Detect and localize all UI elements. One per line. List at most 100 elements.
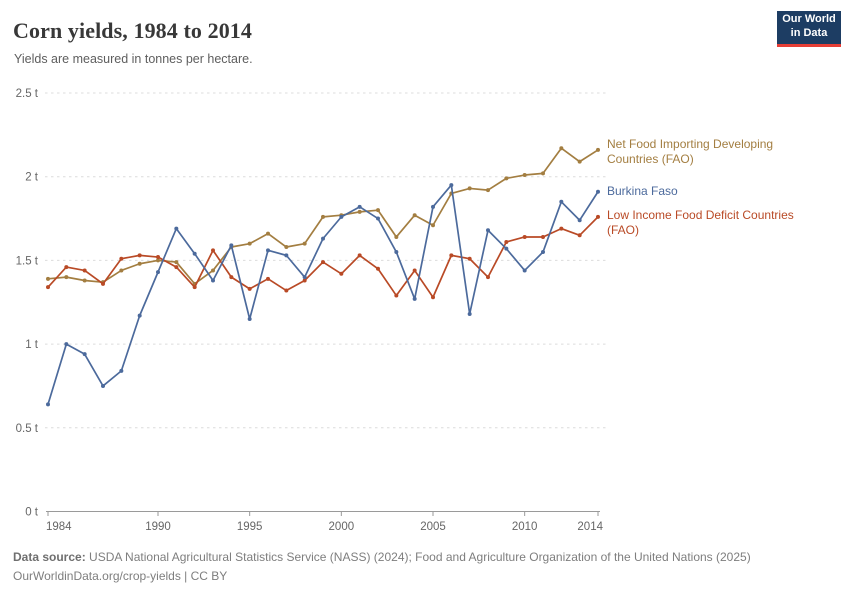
series-point-burkina-faso[interactable] bbox=[577, 218, 582, 223]
series-point-low-income-food-deficit-countries-fao[interactable] bbox=[119, 256, 124, 261]
series-point-low-income-food-deficit-countries-fao[interactable] bbox=[376, 266, 380, 271]
series-point-net-food-importing-developing-countries-fao[interactable] bbox=[486, 188, 490, 193]
series-point-burkina-faso[interactable] bbox=[137, 313, 142, 318]
series-point-net-food-importing-developing-countries-fao[interactable] bbox=[321, 214, 325, 219]
series-point-burkina-faso[interactable] bbox=[357, 204, 362, 209]
series-point-burkina-faso[interactable] bbox=[247, 316, 252, 321]
owid-logo[interactable]: Our World in Data bbox=[777, 11, 841, 47]
series-point-burkina-faso[interactable] bbox=[596, 189, 600, 194]
series-point-net-food-importing-developing-countries-fao[interactable] bbox=[211, 268, 215, 273]
series-point-burkina-faso[interactable] bbox=[284, 253, 289, 258]
dataset-link[interactable]: OurWorldinData.org/crop-yields bbox=[13, 568, 181, 583]
x-axis-tick-label: 1984 bbox=[46, 521, 72, 533]
series-point-low-income-food-deficit-countries-fao[interactable] bbox=[357, 253, 362, 258]
series-point-net-food-importing-developing-countries-fao[interactable] bbox=[247, 241, 252, 246]
series-point-burkina-faso[interactable] bbox=[266, 248, 270, 253]
series-point-low-income-food-deficit-countries-fao[interactable] bbox=[412, 268, 417, 273]
series-point-burkina-faso[interactable] bbox=[302, 275, 307, 280]
series-point-burkina-faso[interactable] bbox=[541, 250, 545, 255]
series-point-burkina-faso[interactable] bbox=[504, 246, 509, 251]
series-point-burkina-faso[interactable] bbox=[522, 268, 527, 273]
series-point-low-income-food-deficit-countries-fao[interactable] bbox=[192, 285, 197, 290]
series-point-low-income-food-deficit-countries-fao[interactable] bbox=[596, 214, 600, 219]
series-point-net-food-importing-developing-countries-fao[interactable] bbox=[431, 223, 435, 228]
series-point-low-income-food-deficit-countries-fao[interactable] bbox=[541, 234, 545, 239]
series-point-net-food-importing-developing-countries-fao[interactable] bbox=[412, 213, 417, 218]
series-point-low-income-food-deficit-countries-fao[interactable] bbox=[211, 248, 215, 253]
series-point-net-food-importing-developing-countries-fao[interactable] bbox=[357, 209, 362, 214]
series-point-burkina-faso[interactable] bbox=[174, 226, 179, 231]
chart-subtitle: Yields are measured in tonnes per hectar… bbox=[14, 52, 253, 66]
series-point-burkina-faso[interactable] bbox=[394, 250, 399, 255]
series-point-net-food-importing-developing-countries-fao[interactable] bbox=[284, 245, 289, 250]
series-point-burkina-faso[interactable] bbox=[101, 383, 105, 388]
series-point-net-food-importing-developing-countries-fao[interactable] bbox=[467, 186, 472, 191]
series-point-burkina-faso[interactable] bbox=[467, 311, 472, 316]
series-point-burkina-faso[interactable] bbox=[559, 199, 564, 204]
series-point-burkina-faso[interactable] bbox=[229, 243, 234, 248]
series-point-low-income-food-deficit-countries-fao[interactable] bbox=[339, 271, 344, 276]
series-point-burkina-faso[interactable] bbox=[64, 342, 69, 347]
series-point-burkina-faso[interactable] bbox=[46, 402, 50, 407]
series-point-low-income-food-deficit-countries-fao[interactable] bbox=[284, 288, 289, 293]
series-point-low-income-food-deficit-countries-fao[interactable] bbox=[321, 260, 325, 265]
license-link[interactable]: CC BY bbox=[190, 568, 228, 583]
series-point-low-income-food-deficit-countries-fao[interactable] bbox=[431, 295, 435, 300]
series-point-burkina-faso[interactable] bbox=[211, 278, 215, 283]
series-point-low-income-food-deficit-countries-fao[interactable] bbox=[522, 234, 527, 239]
series-point-burkina-faso[interactable] bbox=[431, 204, 435, 209]
series-point-low-income-food-deficit-countries-fao[interactable] bbox=[174, 265, 179, 270]
series-label-low-income-food-deficit-countries-fao[interactable]: Low Income Food Deficit Countries (FAO) bbox=[607, 208, 794, 237]
series-point-burkina-faso[interactable] bbox=[339, 214, 344, 219]
series-point-net-food-importing-developing-countries-fao[interactable] bbox=[559, 146, 564, 151]
series-point-burkina-faso[interactable] bbox=[192, 251, 197, 256]
series-point-net-food-importing-developing-countries-fao[interactable] bbox=[266, 231, 270, 236]
series-point-burkina-faso[interactable] bbox=[449, 183, 454, 188]
series-point-net-food-importing-developing-countries-fao[interactable] bbox=[156, 258, 160, 263]
series-point-low-income-food-deficit-countries-fao[interactable] bbox=[577, 233, 582, 238]
series-point-burkina-faso[interactable] bbox=[412, 296, 417, 301]
series-label-net-food-importing-developing-countries-fao[interactable]: Net Food Importing Developing Countries (… bbox=[607, 137, 773, 166]
series-point-net-food-importing-developing-countries-fao[interactable] bbox=[577, 159, 582, 164]
series-point-burkina-faso[interactable] bbox=[321, 236, 325, 241]
series-point-burkina-faso[interactable] bbox=[119, 368, 124, 373]
series-point-net-food-importing-developing-countries-fao[interactable] bbox=[82, 278, 87, 283]
y-axis-tick-label: 2 t bbox=[25, 172, 39, 184]
series-point-low-income-food-deficit-countries-fao[interactable] bbox=[64, 265, 69, 270]
series-point-burkina-faso[interactable] bbox=[82, 352, 87, 357]
series-point-net-food-importing-developing-countries-fao[interactable] bbox=[64, 275, 69, 280]
series-point-net-food-importing-developing-countries-fao[interactable] bbox=[119, 268, 124, 273]
series-point-net-food-importing-developing-countries-fao[interactable] bbox=[522, 173, 527, 178]
series-point-net-food-importing-developing-countries-fao[interactable] bbox=[504, 176, 509, 181]
series-point-low-income-food-deficit-countries-fao[interactable] bbox=[449, 253, 454, 258]
series-point-low-income-food-deficit-countries-fao[interactable] bbox=[137, 253, 142, 258]
series-point-low-income-food-deficit-countries-fao[interactable] bbox=[486, 275, 490, 280]
series-point-net-food-importing-developing-countries-fao[interactable] bbox=[376, 208, 380, 213]
series-point-low-income-food-deficit-countries-fao[interactable] bbox=[504, 239, 509, 244]
series-point-low-income-food-deficit-countries-fao[interactable] bbox=[394, 293, 399, 298]
series-point-net-food-importing-developing-countries-fao[interactable] bbox=[541, 171, 545, 176]
series-point-low-income-food-deficit-countries-fao[interactable] bbox=[302, 278, 307, 283]
series-point-low-income-food-deficit-countries-fao[interactable] bbox=[82, 268, 87, 273]
x-axis-tick-label: 2014 bbox=[577, 521, 603, 533]
series-point-net-food-importing-developing-countries-fao[interactable] bbox=[596, 147, 600, 152]
series-point-net-food-importing-developing-countries-fao[interactable] bbox=[302, 241, 307, 246]
series-point-net-food-importing-developing-countries-fao[interactable] bbox=[46, 276, 50, 281]
series-point-burkina-faso[interactable] bbox=[156, 270, 160, 275]
series-point-low-income-food-deficit-countries-fao[interactable] bbox=[101, 281, 105, 286]
series-point-low-income-food-deficit-countries-fao[interactable] bbox=[156, 255, 160, 260]
series-point-net-food-importing-developing-countries-fao[interactable] bbox=[137, 261, 142, 266]
series-point-low-income-food-deficit-countries-fao[interactable] bbox=[266, 276, 270, 281]
series-point-net-food-importing-developing-countries-fao[interactable] bbox=[174, 260, 179, 265]
series-line-low-income-food-deficit-countries-fao[interactable] bbox=[47, 216, 599, 299]
series-point-net-food-importing-developing-countries-fao[interactable] bbox=[394, 234, 399, 239]
series-point-low-income-food-deficit-countries-fao[interactable] bbox=[247, 286, 252, 291]
series-point-low-income-food-deficit-countries-fao[interactable] bbox=[559, 226, 564, 231]
series-label-burkina-faso[interactable]: Burkina Faso bbox=[607, 184, 678, 198]
series-point-burkina-faso[interactable] bbox=[486, 228, 490, 233]
series-point-low-income-food-deficit-countries-fao[interactable] bbox=[229, 275, 234, 280]
x-axis-tick-label: 2000 bbox=[329, 521, 355, 533]
series-point-low-income-food-deficit-countries-fao[interactable] bbox=[467, 256, 472, 261]
series-point-burkina-faso[interactable] bbox=[376, 216, 380, 221]
series-point-low-income-food-deficit-countries-fao[interactable] bbox=[46, 285, 50, 290]
